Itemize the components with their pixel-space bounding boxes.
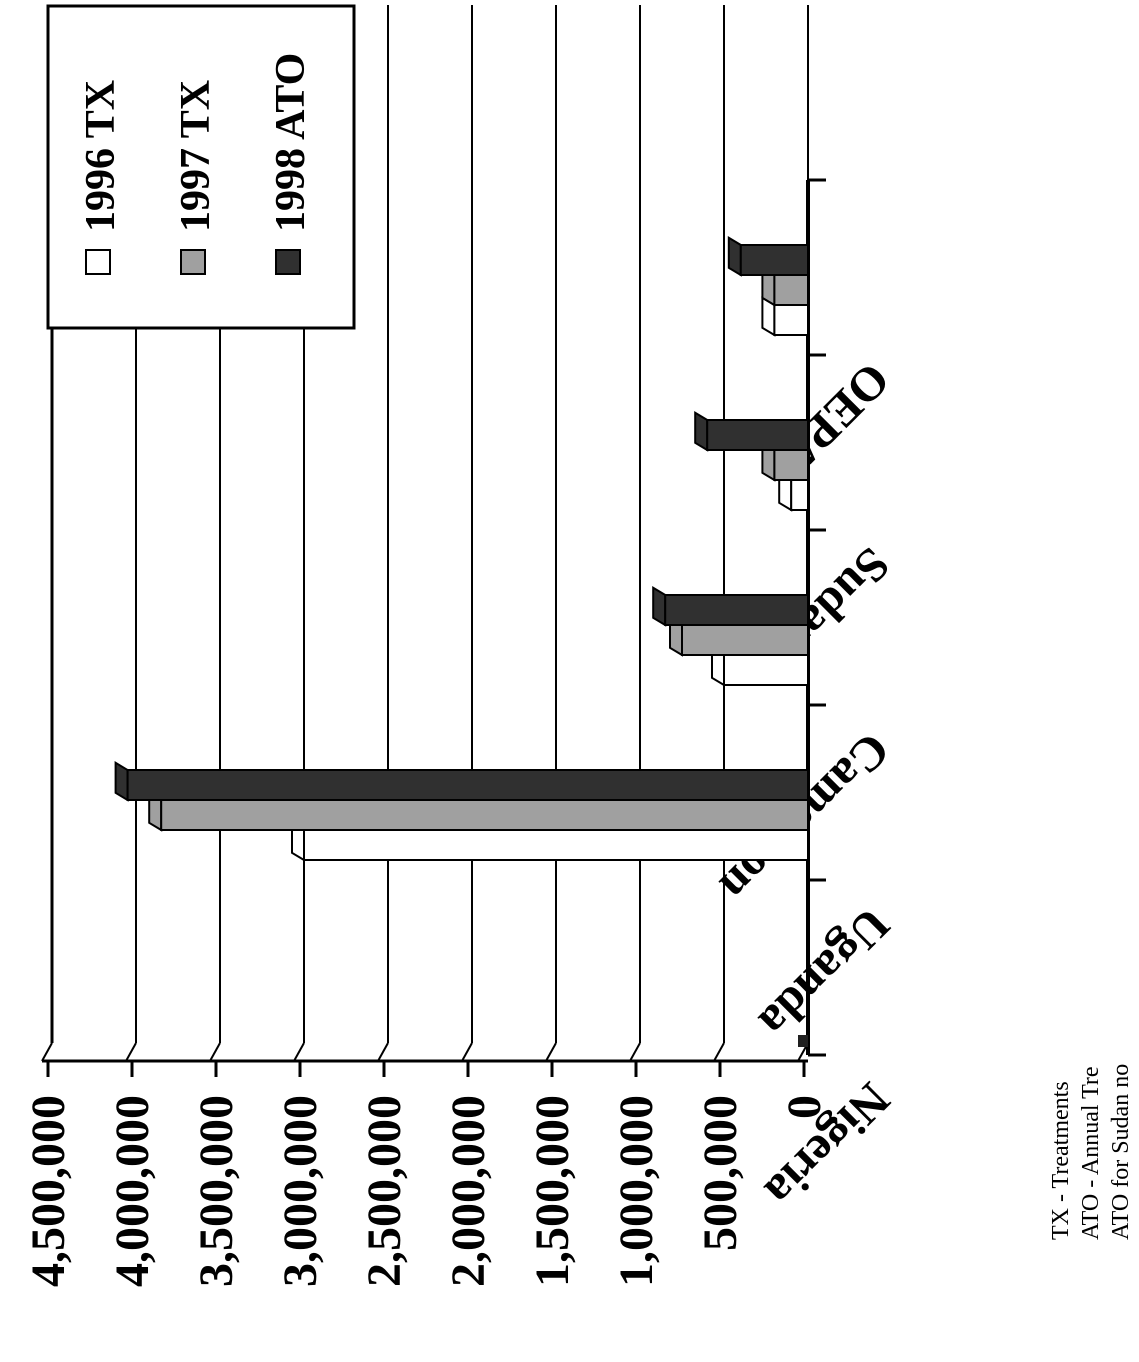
gridline-depth [209, 1042, 221, 1062]
value-tick-label: 0 [778, 1095, 831, 1119]
gridline-depth [629, 1042, 641, 1062]
bar-end-face [694, 411, 709, 452]
value-tick-label: 2,500,000 [358, 1095, 411, 1287]
gridline-depth [461, 1042, 473, 1062]
bar-end-face [114, 761, 129, 802]
value-tick-label: 1,500,000 [526, 1095, 579, 1287]
gridline-depth [293, 1042, 305, 1062]
gridline-depth [713, 1042, 725, 1062]
legend-label: 1998 ATO [268, 53, 314, 232]
nigeria-marker [798, 1035, 808, 1047]
bar [739, 244, 809, 276]
gridline-depth [545, 1042, 557, 1062]
gridline-depth [41, 1042, 53, 1062]
note-line-1: TX - Treatments [1048, 1081, 1074, 1240]
value-tick-label: 4,500,000 [22, 1095, 75, 1287]
bar [681, 624, 809, 656]
category-label: Uganda [749, 897, 900, 1048]
bar [773, 274, 810, 306]
gridline-depth [125, 1042, 137, 1062]
bar [723, 654, 809, 686]
value-tick-label: 3,500,000 [190, 1095, 243, 1287]
bar [790, 479, 810, 511]
note-line-2: ATO - Annual Tre [1078, 1066, 1104, 1240]
bar [160, 799, 809, 831]
legend-swatch [85, 249, 111, 275]
value-tick-label: 500,000 [694, 1095, 747, 1251]
legend-label: 1996 TX [78, 80, 124, 232]
bar [664, 594, 810, 626]
bar [303, 829, 809, 861]
legend-swatch [180, 249, 206, 275]
gridline-depth [377, 1042, 389, 1062]
legend-swatch [275, 249, 301, 275]
bar [773, 449, 810, 481]
value-tick-label: 3,000,000 [274, 1095, 327, 1287]
bar [706, 419, 810, 451]
category-label: Nigeria [755, 1072, 900, 1217]
bar-end-face [727, 236, 742, 277]
note-line-3: ATO for Sudan no [1108, 1063, 1134, 1240]
bar-end-face [652, 586, 667, 627]
bar [126, 769, 810, 801]
value-tick-label: 1,000,000 [610, 1095, 663, 1287]
value-tick-label: 4,000,000 [106, 1095, 159, 1287]
value-tick-label: 2,000,000 [442, 1095, 495, 1287]
bar [773, 304, 810, 336]
legend-label: 1997 TX [173, 80, 219, 232]
